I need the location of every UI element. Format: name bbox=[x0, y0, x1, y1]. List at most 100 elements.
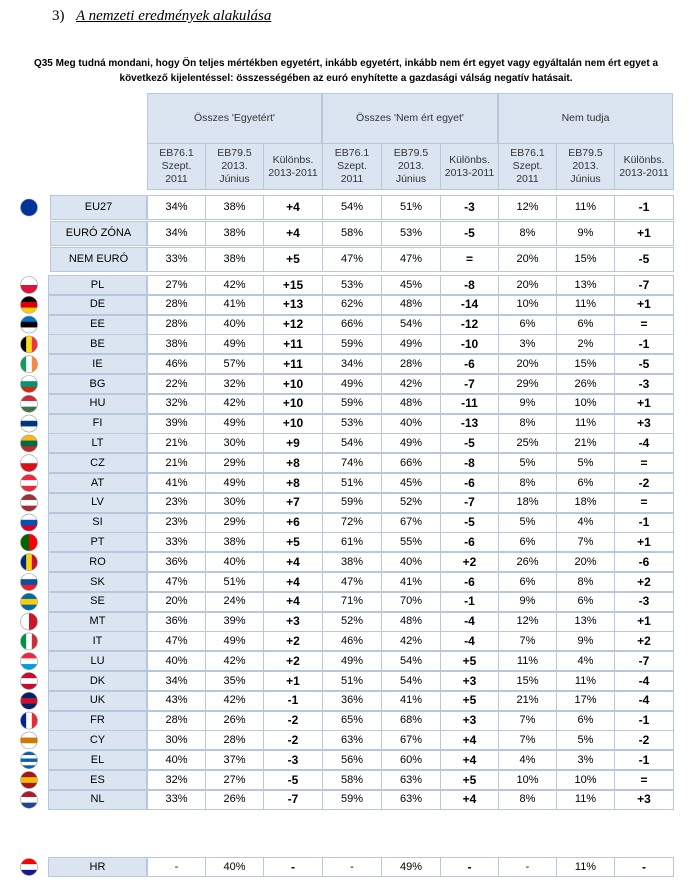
cell: +1 bbox=[614, 294, 674, 315]
row-label: EL bbox=[48, 750, 147, 771]
cell: +4 bbox=[440, 789, 499, 810]
flag-part bbox=[20, 474, 38, 481]
cell: +2 bbox=[440, 552, 499, 573]
flag-part bbox=[20, 276, 38, 294]
cell: 6% bbox=[556, 473, 615, 493]
flag-part bbox=[20, 335, 38, 354]
cell: 11% bbox=[556, 195, 615, 220]
flag-part bbox=[20, 712, 38, 730]
cell: 11% bbox=[556, 789, 615, 810]
cell: -13 bbox=[440, 413, 499, 434]
cell: -5 bbox=[614, 247, 674, 272]
cell: 49% bbox=[381, 857, 441, 877]
cell: -6 bbox=[440, 473, 499, 493]
flag-part bbox=[20, 604, 38, 611]
cell: 28% bbox=[147, 314, 206, 335]
cell: -10 bbox=[440, 334, 499, 355]
flag-part bbox=[20, 858, 38, 865]
cell: +1 bbox=[614, 611, 674, 632]
row-label: FR bbox=[48, 710, 147, 731]
cell: 71% bbox=[322, 591, 382, 612]
cell: 36% bbox=[147, 552, 206, 573]
sub-header: EB76.1 Szept. 2011 bbox=[498, 143, 557, 190]
cell: 29% bbox=[205, 512, 264, 533]
row-label: HU bbox=[48, 393, 147, 414]
cell: 36% bbox=[322, 690, 382, 711]
flag-part bbox=[20, 672, 38, 690]
flag-part bbox=[20, 494, 38, 512]
flag-part bbox=[20, 474, 38, 492]
cell: +3 bbox=[614, 413, 674, 434]
cell: 6% bbox=[556, 591, 615, 612]
cell: 70% bbox=[381, 591, 441, 612]
cell: 11% bbox=[556, 294, 615, 315]
flag-part bbox=[20, 771, 38, 789]
flag-part bbox=[31, 553, 38, 571]
cell: 39% bbox=[205, 611, 264, 632]
cell: 35% bbox=[205, 671, 264, 691]
cell: 20% bbox=[498, 247, 557, 272]
flag-part bbox=[20, 454, 38, 464]
flag-part bbox=[20, 415, 38, 433]
cell: 54% bbox=[381, 314, 441, 335]
flag-part bbox=[20, 335, 27, 353]
cell: 55% bbox=[381, 532, 441, 553]
cell: 27% bbox=[147, 275, 206, 295]
sub-header: Különbs. 2013-2011 bbox=[263, 143, 323, 190]
cell: = bbox=[614, 770, 674, 790]
cell: = bbox=[614, 314, 674, 335]
flag-part bbox=[20, 683, 38, 690]
cell: 30% bbox=[147, 730, 206, 751]
cell: +10 bbox=[263, 374, 323, 394]
sub-header: EB79.5 2013. Június bbox=[381, 143, 441, 190]
flag-part bbox=[20, 375, 38, 393]
cell: -12 bbox=[440, 314, 499, 335]
flag-part bbox=[20, 758, 38, 763]
cell: = bbox=[440, 247, 499, 272]
cell: 21% bbox=[498, 690, 557, 711]
flag-part bbox=[20, 771, 38, 778]
row-label: IT bbox=[48, 631, 147, 652]
cell: 12% bbox=[498, 195, 557, 220]
sub-header: EB79.5 2013. Június bbox=[556, 143, 615, 190]
flag-part bbox=[20, 426, 38, 433]
cell: 24% bbox=[205, 591, 264, 612]
cell: -7 bbox=[440, 374, 499, 394]
cell: 9% bbox=[556, 631, 615, 652]
cell: 9% bbox=[498, 393, 557, 414]
cell: 40% bbox=[205, 314, 264, 335]
flag-part bbox=[20, 321, 38, 328]
cell: -11 bbox=[440, 393, 499, 414]
cell: 10% bbox=[498, 770, 557, 790]
cell: 9% bbox=[498, 591, 557, 612]
cell: -1 bbox=[614, 195, 674, 220]
flag-part bbox=[20, 612, 38, 631]
sub-header: EB76.1 Szept. 2011 bbox=[147, 143, 206, 190]
row-label: SK bbox=[48, 572, 147, 592]
cell: +3 bbox=[263, 611, 323, 632]
flag-part bbox=[20, 573, 38, 580]
cell: +3 bbox=[614, 789, 674, 810]
cell: -5 bbox=[440, 433, 499, 454]
flag-part bbox=[31, 632, 38, 650]
cell: 51% bbox=[205, 572, 264, 592]
flag-part bbox=[20, 731, 38, 750]
flag-part bbox=[20, 285, 38, 294]
flag-part bbox=[20, 652, 38, 659]
row-label: LU bbox=[48, 651, 147, 672]
row-label: RO bbox=[48, 552, 147, 573]
flag-part bbox=[20, 672, 38, 690]
flags bbox=[20, 198, 38, 876]
flag-part bbox=[20, 394, 38, 413]
cell: +10 bbox=[263, 393, 323, 414]
flag-part bbox=[20, 199, 38, 216]
flag-part bbox=[20, 446, 38, 452]
row-label: MT bbox=[48, 611, 147, 632]
flag-part bbox=[20, 525, 38, 532]
cell: 26% bbox=[205, 710, 264, 731]
cell: 38% bbox=[147, 334, 206, 355]
row-label: SE bbox=[48, 591, 147, 612]
cell: -2 bbox=[263, 730, 323, 751]
flag-part bbox=[29, 533, 38, 551]
flag-part bbox=[20, 533, 30, 551]
